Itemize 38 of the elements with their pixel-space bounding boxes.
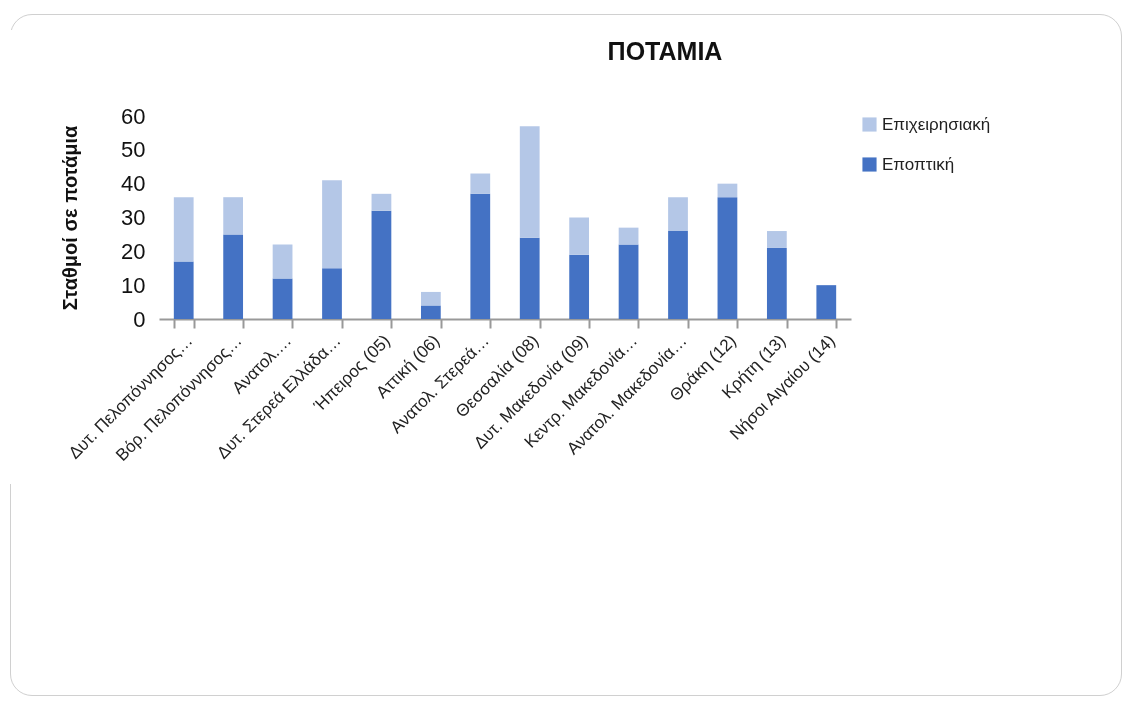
chart-title: ΠΟΤΑΜΙΑ bbox=[607, 37, 723, 65]
bar bbox=[322, 180, 342, 269]
bar bbox=[223, 234, 244, 319]
bar bbox=[371, 193, 392, 211]
bar bbox=[668, 197, 688, 232]
bar bbox=[766, 247, 787, 319]
bar bbox=[272, 278, 293, 319]
bar bbox=[717, 197, 738, 319]
bar bbox=[173, 197, 194, 262]
y-tick-label: 50 bbox=[121, 137, 146, 163]
bar bbox=[470, 193, 491, 319]
bar bbox=[173, 261, 194, 319]
bar bbox=[668, 231, 688, 319]
y-tick-label: 10 bbox=[121, 272, 146, 298]
bar bbox=[816, 285, 837, 319]
bar bbox=[420, 305, 441, 319]
bar bbox=[618, 227, 639, 245]
bar bbox=[420, 291, 441, 306]
bar bbox=[223, 197, 244, 235]
legend-label: Επιχειρησιακή bbox=[882, 114, 991, 134]
bar bbox=[569, 217, 590, 255]
bar bbox=[272, 244, 293, 279]
bar bbox=[519, 237, 540, 319]
bar bbox=[519, 126, 540, 238]
bar bbox=[322, 268, 342, 319]
bar bbox=[569, 254, 590, 319]
y-tick-label: 30 bbox=[121, 205, 146, 230]
bar bbox=[717, 183, 738, 198]
y-tick-label: 20 bbox=[121, 238, 146, 264]
y-tick-label: 0 bbox=[133, 306, 146, 332]
bar bbox=[371, 210, 392, 319]
bar bbox=[618, 244, 639, 319]
bar bbox=[470, 173, 491, 194]
y-tick-label: 40 bbox=[121, 171, 146, 197]
y-axis-title: Σταθμοί σε ποτάμια bbox=[59, 125, 82, 311]
bar bbox=[766, 231, 787, 248]
y-tick-label: 60 bbox=[121, 103, 146, 129]
legend-label: Εποπτική bbox=[882, 154, 955, 174]
